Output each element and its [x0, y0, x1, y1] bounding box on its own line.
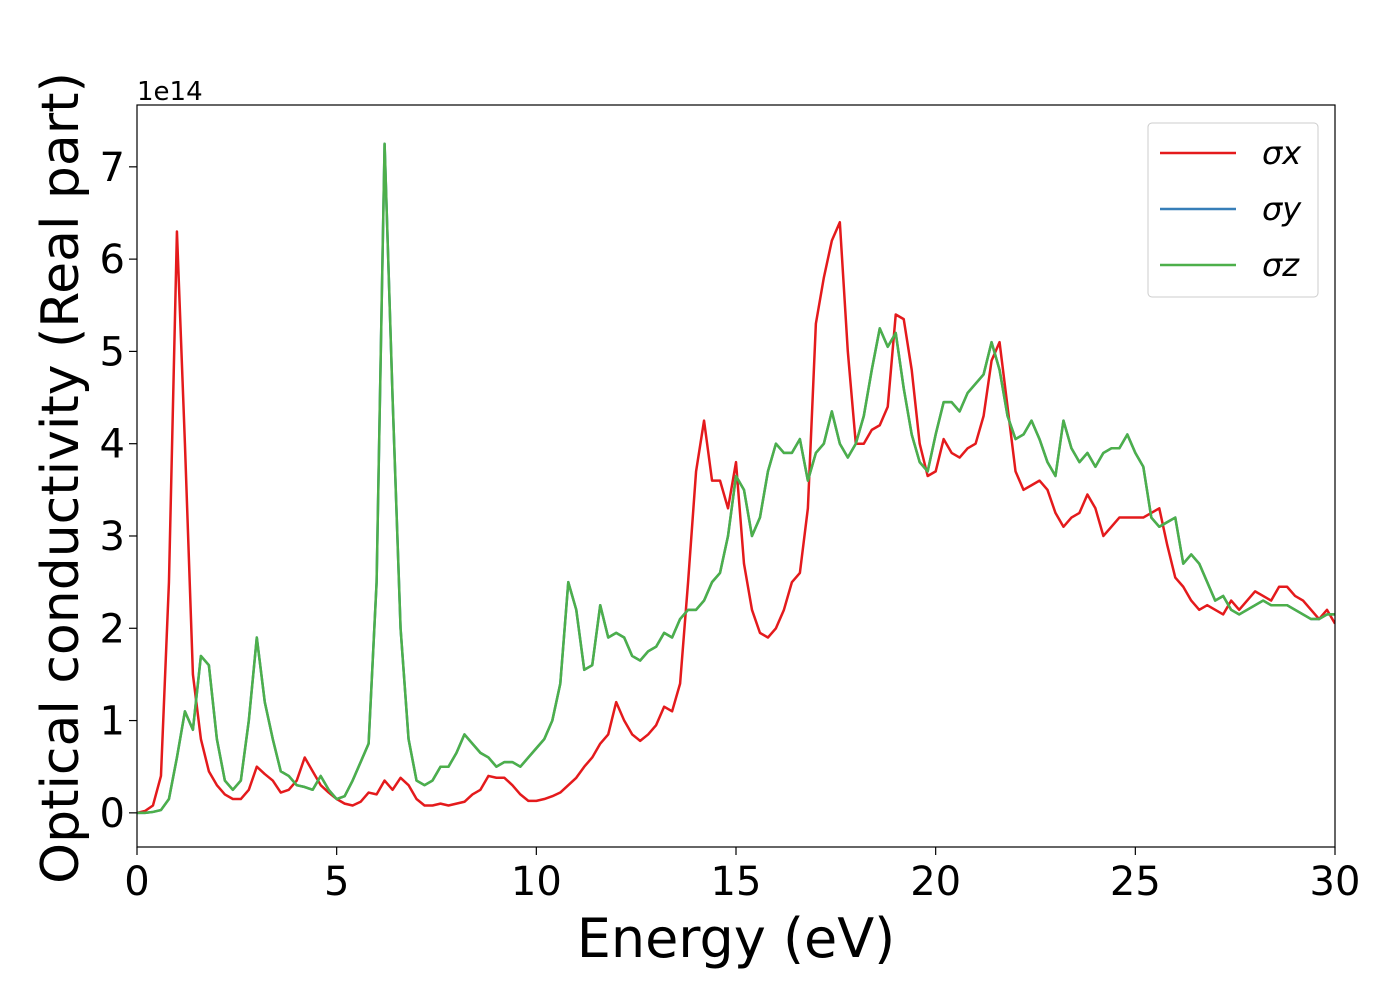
- x-tick-label: 25: [1110, 859, 1161, 905]
- y-tick-label: 0: [100, 791, 125, 837]
- y-axis-label: Optical conductivity (Real part): [31, 72, 91, 884]
- x-tick-label: 30: [1310, 859, 1361, 905]
- y-tick-label: 2: [100, 606, 125, 652]
- y-tick-label: 4: [100, 422, 125, 468]
- y-tick-label: 6: [100, 237, 125, 283]
- x-tick-label: 0: [124, 859, 149, 905]
- y-tick-label: 5: [100, 329, 125, 375]
- series-line: [137, 220, 1335, 815]
- x-tick-label: 15: [711, 859, 762, 905]
- x-axis-label: Energy (eV): [577, 907, 896, 970]
- legend-label: σz: [1262, 246, 1300, 284]
- y-offset-label: 1e14: [137, 77, 203, 107]
- legend-label: σx: [1262, 134, 1302, 172]
- x-tick-label: 20: [910, 859, 961, 905]
- plot-lines: [137, 142, 1335, 815]
- x-tick-label: 5: [324, 859, 349, 905]
- y-tick-label: 1: [100, 699, 125, 745]
- y-tick-label: 7: [100, 145, 125, 191]
- legend-label: σy: [1262, 190, 1302, 228]
- legend: σx σy σz: [1147, 122, 1319, 298]
- y-tick-label: 3: [100, 514, 125, 560]
- series-line: [137, 142, 1335, 815]
- x-tick-label: 10: [511, 859, 562, 905]
